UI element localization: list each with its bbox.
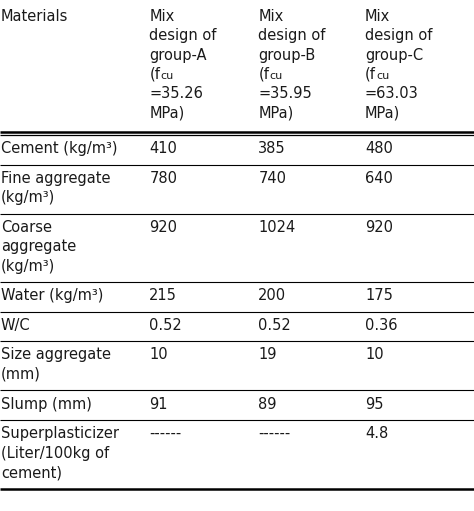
Text: 200: 200 [258, 288, 286, 303]
Text: group-A: group-A [149, 48, 207, 62]
Text: =63.03: =63.03 [365, 86, 419, 101]
Text: 920: 920 [365, 220, 393, 235]
Text: cement): cement) [1, 465, 62, 480]
Text: 95: 95 [365, 397, 383, 411]
Text: 410: 410 [149, 141, 177, 156]
Text: 920: 920 [149, 220, 177, 235]
Text: Superplasticizer: Superplasticizer [1, 426, 119, 441]
Text: (kg/m³): (kg/m³) [1, 190, 55, 205]
Text: cu: cu [269, 71, 283, 81]
Text: (mm): (mm) [1, 367, 41, 382]
Text: MPa): MPa) [258, 106, 293, 121]
Text: 89: 89 [258, 397, 277, 411]
Text: (f: (f [258, 67, 269, 82]
Text: 1024: 1024 [258, 220, 296, 235]
Text: 10: 10 [149, 347, 168, 362]
Text: MPa): MPa) [149, 106, 184, 121]
Text: design of: design of [365, 28, 432, 43]
Text: =35.95: =35.95 [258, 86, 312, 101]
Text: Cement (kg/m³): Cement (kg/m³) [1, 141, 118, 156]
Text: Coarse: Coarse [1, 220, 52, 235]
Text: 385: 385 [258, 141, 286, 156]
Text: (f: (f [149, 67, 160, 82]
Text: 4.8: 4.8 [365, 426, 388, 441]
Text: (kg/m³): (kg/m³) [1, 259, 55, 273]
Text: group-C: group-C [365, 48, 423, 62]
Text: design of: design of [258, 28, 326, 43]
Text: 480: 480 [365, 141, 393, 156]
Text: aggregate: aggregate [1, 239, 76, 254]
Text: 0.52: 0.52 [149, 318, 182, 333]
Text: ------: ------ [149, 426, 182, 441]
Text: Mix: Mix [365, 9, 390, 24]
Text: W/C: W/C [1, 318, 30, 333]
Text: group-B: group-B [258, 48, 316, 62]
Text: (f: (f [365, 67, 376, 82]
Text: ------: ------ [258, 426, 291, 441]
Text: 780: 780 [149, 171, 177, 185]
Text: design of: design of [149, 28, 217, 43]
Text: 640: 640 [365, 171, 393, 185]
Text: MPa): MPa) [365, 106, 400, 121]
Text: Mix: Mix [149, 9, 174, 24]
Text: 10: 10 [365, 347, 383, 362]
Text: 91: 91 [149, 397, 168, 411]
Text: Slump (mm): Slump (mm) [1, 397, 92, 411]
Text: (Liter/100kg of: (Liter/100kg of [1, 446, 109, 460]
Text: Fine aggregate: Fine aggregate [1, 171, 110, 185]
Text: 215: 215 [149, 288, 177, 303]
Text: Size aggregate: Size aggregate [1, 347, 111, 362]
Text: 19: 19 [258, 347, 277, 362]
Text: Materials: Materials [1, 9, 68, 24]
Text: 740: 740 [258, 171, 286, 185]
Text: Water (kg/m³): Water (kg/m³) [1, 288, 103, 303]
Text: 0.36: 0.36 [365, 318, 398, 333]
Text: =35.26: =35.26 [149, 86, 203, 101]
Text: 175: 175 [365, 288, 393, 303]
Text: 0.52: 0.52 [258, 318, 291, 333]
Text: cu: cu [376, 71, 389, 81]
Text: Mix: Mix [258, 9, 283, 24]
Text: cu: cu [160, 71, 173, 81]
